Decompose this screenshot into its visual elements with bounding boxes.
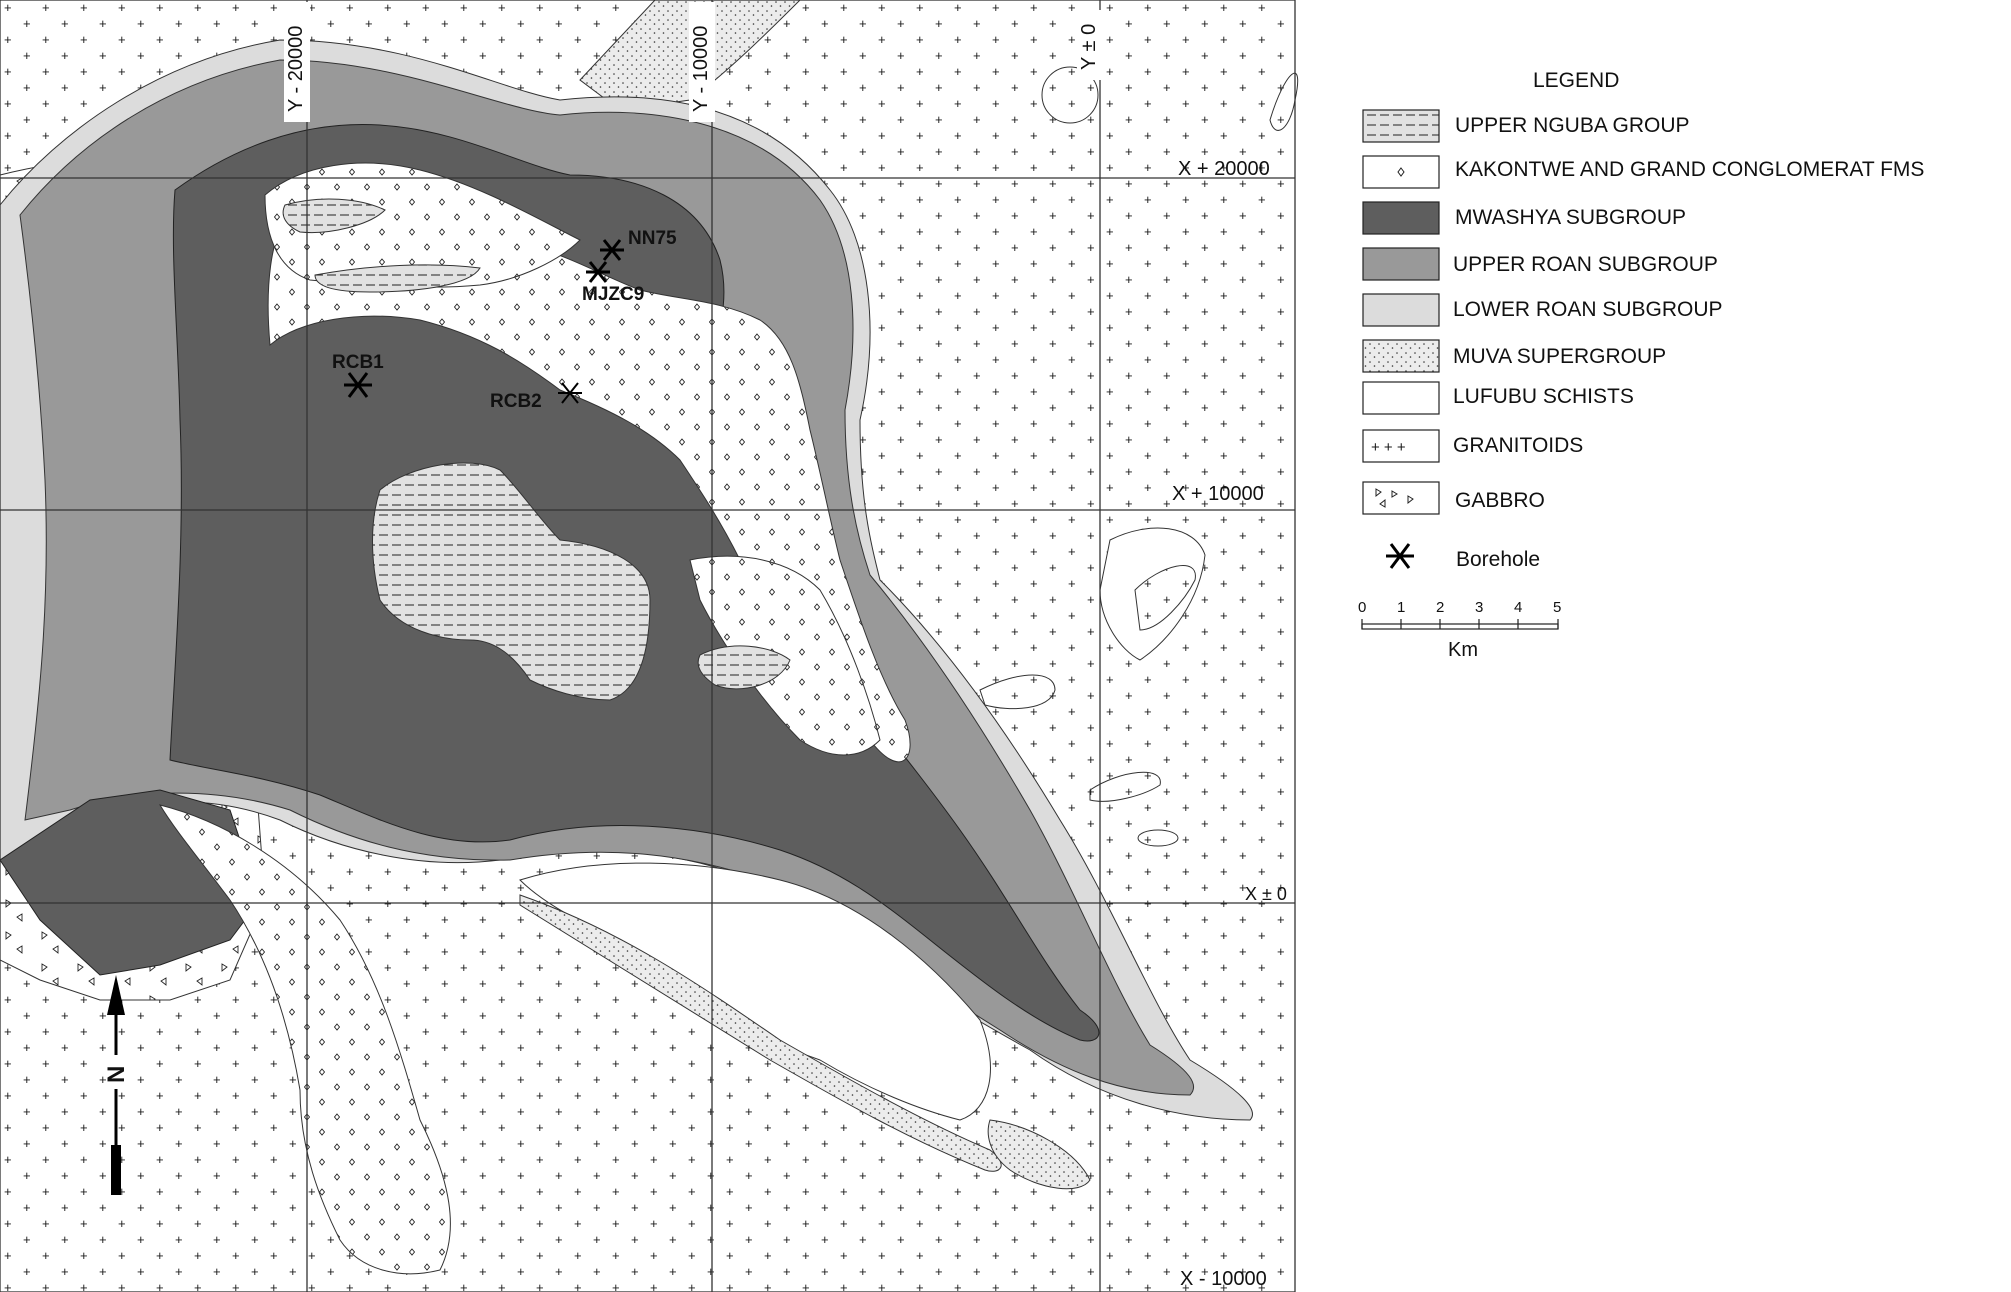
scale-tick-4: 4	[1514, 599, 1522, 616]
legend-label-granitoids: GRANITOIDS	[1453, 434, 1583, 457]
scale-tick-2: 2	[1436, 599, 1444, 616]
kakontwe-south	[158, 804, 451, 1275]
legend-label-gabbro: GABBRO	[1455, 489, 1545, 512]
borehole-icon	[600, 239, 624, 261]
swatch-granitoids	[1362, 429, 1440, 463]
swatch-gabbro	[1362, 481, 1440, 515]
grid-label-y-minus-20000-text: Y - 20000	[285, 26, 307, 112]
granitoid-outlier-6	[1137, 829, 1179, 847]
swatch-upper-roan	[1362, 247, 1440, 281]
triangle-icon	[1375, 488, 1414, 508]
nguba-patch-n	[314, 264, 481, 293]
granitoid-outlier-2	[1269, 72, 1299, 131]
borehole-label-mjzc9: MJZC9	[582, 284, 644, 305]
borehole-rcb1: RCB1	[332, 352, 384, 398]
granitoid-outlier-3	[979, 674, 1056, 710]
legend-label-upper-roan: UPPER ROAN SUBGROUP	[1453, 253, 1718, 276]
legend-item-granitoids: + + + GRANITOIDS	[1362, 429, 1583, 463]
borehole-rcb2: RCB2	[490, 382, 582, 412]
nguba-patch-se	[697, 645, 791, 690]
legend-item-muva: MUVA SUPERGROUP	[1362, 339, 1666, 373]
north-arrow-label: N	[103, 1066, 130, 1083]
legend-label-muva: MUVA SUPERGROUP	[1453, 345, 1666, 368]
legend-title: LEGEND	[1533, 69, 1619, 92]
scale-bar-line	[1361, 623, 1559, 630]
granitoid-outlier-1	[1041, 66, 1099, 124]
swatch-mwashya	[1362, 201, 1440, 235]
borehole-icon	[586, 261, 610, 283]
nguba-patch-central	[372, 462, 651, 701]
swatch-muva	[1362, 339, 1440, 373]
legend-label-upper-nguba: UPPER NGUBA GROUP	[1455, 114, 1690, 137]
grid-label-x-minus-10000: X - 10000	[1180, 1268, 1267, 1290]
borehole-icon	[344, 372, 372, 398]
legend-item-upper-nguba: UPPER NGUBA GROUP	[1362, 109, 1690, 143]
grid-label-y-0: Y ± 0	[1077, 10, 1103, 80]
swatch-kakontwe	[1362, 155, 1440, 189]
legend-label-mwashya: MWASHYA SUBGROUP	[1455, 206, 1686, 229]
nguba-patch-nw	[282, 198, 386, 234]
grid-label-y-20000: Y - 20000	[284, 2, 310, 122]
granitoid-outlier-4	[1089, 771, 1161, 802]
legend: LEGEND UPPER NGUBA GROUP KAKONTWE AND GR…	[1358, 69, 1924, 661]
grid-label-y-minus-10000-text: Y - 10000	[690, 26, 712, 112]
diamond-icon	[1397, 167, 1405, 177]
plus-icon: + + +	[1371, 439, 1406, 456]
grid-label-y-10000: Y - 10000	[689, 2, 715, 122]
map-frame: Y - 20000 Y - 10000 Y ± 0 X + 20000 X + …	[0, 0, 1299, 1292]
north-arrow: N	[103, 975, 130, 1195]
borehole-label-nn75: NN75	[628, 228, 677, 249]
swatch-upper-nguba	[1362, 109, 1440, 143]
borehole-icon	[558, 382, 582, 404]
coordinate-grid	[0, 0, 1296, 1292]
scale-tick-3: 3	[1475, 599, 1483, 616]
legend-label-kakontwe: KAKONTWE AND GRAND CONGLOMERAT FMS	[1455, 158, 1924, 181]
borehole-nn75: NN75	[600, 228, 677, 261]
scale-tick-0: 0	[1358, 599, 1366, 616]
legend-item-lufubu: LUFUBU SCHISTS	[1362, 381, 1634, 415]
muva-outlier-se	[987, 1119, 1091, 1190]
legend-label-borehole: Borehole	[1456, 548, 1540, 571]
grid-label-y-zero-text: Y ± 0	[1078, 24, 1100, 70]
legend-item-gabbro: GABBRO	[1362, 481, 1545, 515]
grid-label-x-plus-20000: X + 20000	[1178, 158, 1270, 180]
grid-label-x-zero: X ± 0	[1245, 884, 1287, 904]
borehole-label-rcb1: RCB1	[332, 352, 384, 373]
legend-item-lower-roan: LOWER ROAN SUBGROUP	[1362, 293, 1723, 327]
scale-unit: Km	[1448, 639, 1478, 661]
muva-strip-se	[519, 894, 1002, 1172]
borehole-mjzc9: MJZC9	[582, 261, 644, 305]
legend-item-borehole: Borehole	[1386, 543, 1540, 571]
borehole-label-rcb2: RCB2	[490, 391, 542, 412]
legend-item-kakontwe: KAKONTWE AND GRAND CONGLOMERAT FMS	[1362, 155, 1924, 189]
swatch-lufubu	[1362, 381, 1440, 415]
borehole-icon	[1386, 543, 1414, 569]
scale-tick-1: 1	[1397, 599, 1405, 616]
north-arrow-head-icon	[107, 975, 125, 1015]
legend-item-upper-roan: UPPER ROAN SUBGROUP	[1362, 247, 1718, 281]
granitoid-outlier-5	[1134, 565, 1196, 631]
scale-tick-5: 5	[1553, 599, 1561, 616]
legend-item-mwashya: MWASHYA SUBGROUP	[1362, 201, 1686, 235]
grid-label-x-plus-10000: X + 10000	[1172, 483, 1264, 505]
swatch-lower-roan	[1362, 293, 1440, 327]
legend-label-lufubu: LUFUBU SCHISTS	[1453, 385, 1634, 408]
scale-bar: 0 1 2 3 4 5 Km	[1358, 599, 1561, 661]
kakontwe-north-inner	[264, 162, 581, 288]
legend-label-lower-roan: LOWER ROAN SUBGROUP	[1453, 298, 1723, 321]
